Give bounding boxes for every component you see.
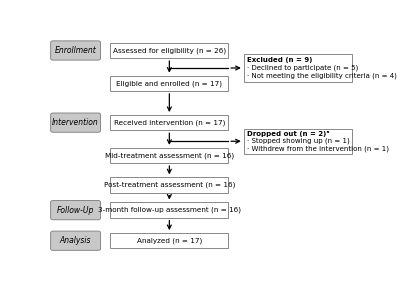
Bar [110, 177, 228, 193]
FancyBboxPatch shape [51, 201, 100, 220]
Text: Mid-treatment assessment (n = 16): Mid-treatment assessment (n = 16) [105, 152, 234, 159]
Text: Received intervention (n = 17): Received intervention (n = 17) [114, 119, 225, 126]
Text: 3-month follow-up assessment (n = 16): 3-month follow-up assessment (n = 16) [98, 207, 241, 213]
Text: Follow-Up: Follow-Up [57, 206, 94, 215]
Text: · Declined to participate (n = 5): · Declined to participate (n = 5) [248, 65, 359, 71]
Text: Analyzed (n = 17): Analyzed (n = 17) [137, 237, 202, 244]
Bar [110, 43, 228, 58]
Text: Eligible and enrolled (n = 17): Eligible and enrolled (n = 17) [116, 80, 222, 87]
Text: Intervention: Intervention [52, 118, 99, 127]
FancyBboxPatch shape [51, 231, 100, 250]
Bar [244, 129, 352, 154]
Bar [110, 115, 228, 130]
Bar [110, 76, 228, 91]
Text: Analysis: Analysis [60, 236, 91, 245]
Text: Assessed for eligibility (n = 26): Assessed for eligibility (n = 26) [113, 47, 226, 54]
FancyBboxPatch shape [51, 41, 100, 60]
Text: Excluded (n = 9): Excluded (n = 9) [248, 57, 313, 63]
Text: Post-treatment assessment (n = 16): Post-treatment assessment (n = 16) [104, 182, 235, 188]
Bar [110, 148, 228, 163]
Text: · Not meeting the eligibility criteria (n = 4): · Not meeting the eligibility criteria (… [248, 72, 397, 79]
FancyBboxPatch shape [51, 113, 100, 132]
Text: Enrollment: Enrollment [55, 46, 96, 55]
Text: · Stopped showing up (n = 1): · Stopped showing up (n = 1) [248, 138, 350, 145]
Bar [244, 54, 352, 82]
Bar [110, 202, 228, 218]
Bar [110, 233, 228, 248]
Text: Dropped out (n = 2)ᵃ: Dropped out (n = 2)ᵃ [248, 131, 330, 137]
Text: · Withdrew from the intervention (n = 1): · Withdrew from the intervention (n = 1) [248, 145, 390, 152]
